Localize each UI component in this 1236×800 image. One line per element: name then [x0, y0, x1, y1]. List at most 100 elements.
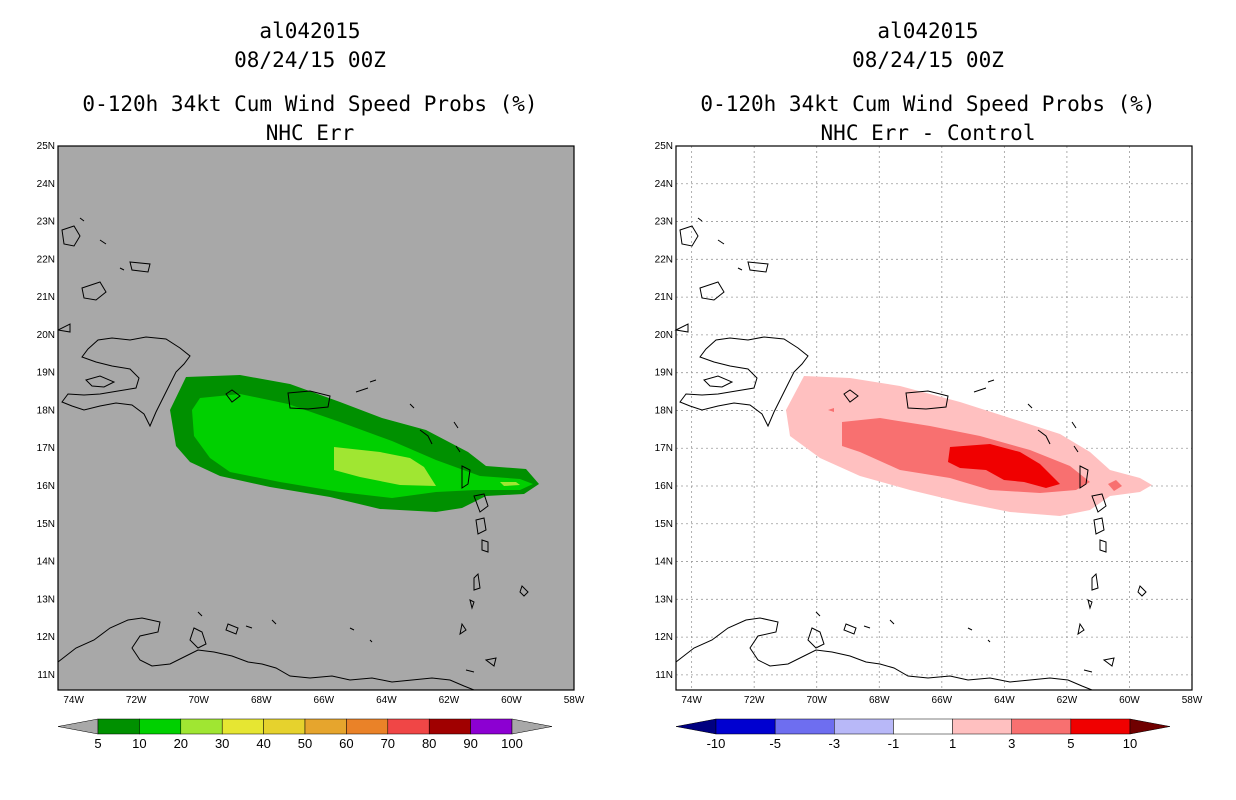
colorbar-swatch	[263, 718, 306, 735]
contour-20pct-east	[500, 482, 520, 486]
colorbar-label: 3	[1008, 736, 1015, 751]
lon-tick-label: 62W	[1057, 695, 1078, 706]
colorbar-label: -5	[769, 736, 781, 751]
colorbar-swatch	[221, 718, 264, 735]
colorbar-swatch	[715, 718, 776, 735]
lat-tick-label: 23N	[655, 217, 673, 228]
lat-tick-label: 11N	[37, 670, 55, 681]
colorbar-swatch	[470, 718, 513, 735]
lon-tick-label: 66W	[314, 695, 335, 706]
colorbar-label: 60	[339, 736, 353, 751]
lat-tick-label: 24N	[655, 179, 673, 190]
lat-tick-label: 19N	[655, 368, 673, 379]
lat-tick-label: 13N	[37, 594, 55, 605]
colorbar-swatch	[139, 718, 182, 735]
right-storm-id: al042015	[877, 19, 978, 43]
left-panel: al042015 08/24/15 00Z 0-120h 34kt Cum Wi…	[37, 19, 585, 751]
left-subtitle: NHC Err	[266, 121, 355, 145]
colorbar-swatch	[346, 718, 389, 735]
lat-tick-label: 21N	[37, 292, 55, 303]
lat-tick-label: 16N	[655, 481, 673, 492]
colorbar-swatch	[1070, 718, 1131, 735]
lon-tick-label: 62W	[439, 695, 460, 706]
lon-tick-label: 68W	[869, 695, 890, 706]
lat-tick-label: 20N	[37, 330, 55, 341]
lon-tick-label: 64W	[994, 695, 1015, 706]
left-map-frame	[57, 145, 575, 691]
lon-tick-label: 60W	[501, 695, 522, 706]
lon-tick-label: 74W	[63, 695, 84, 706]
lat-tick-label: 14N	[37, 557, 55, 568]
lon-tick-label: 72W	[126, 695, 147, 706]
colorbar-low-triangle	[675, 718, 717, 735]
colorbar-swatch	[180, 718, 223, 735]
lon-tick-label: 64W	[376, 695, 397, 706]
colorbar-label: 80	[422, 736, 436, 751]
lat-tick-label: 18N	[655, 405, 673, 416]
colorbar-swatch	[952, 718, 1012, 735]
lon-tick-label: 58W	[1182, 695, 1203, 706]
diff-3-5-east	[1108, 480, 1122, 491]
lat-tick-label: 22N	[655, 254, 673, 265]
lat-tick-label: 18N	[37, 405, 55, 416]
colorbar-label: 90	[463, 736, 477, 751]
colorbar-label: 5	[94, 736, 101, 751]
lat-tick-label: 24N	[37, 179, 55, 190]
lon-tick-label: 70W	[806, 695, 827, 706]
lat-tick-label: 17N	[655, 443, 673, 454]
colorbar-swatch	[834, 718, 894, 735]
lon-tick-label: 72W	[744, 695, 765, 706]
colorbar-swatch	[428, 718, 471, 735]
colorbar-label: 100	[501, 736, 523, 751]
colorbar-label: 50	[298, 736, 312, 751]
left-colorbar: 5 10 20 30 40 50 60 70 80 90 100	[57, 718, 553, 751]
colorbar-label: -3	[829, 736, 841, 751]
lat-tick-label: 20N	[655, 330, 673, 341]
colorbar-label: -1	[888, 736, 900, 751]
right-difference-field	[786, 376, 1152, 516]
contour-20pct	[334, 447, 436, 486]
lat-tick-label: 23N	[37, 217, 55, 228]
lat-tick-label: 19N	[37, 368, 55, 379]
colorbar-label: 70	[381, 736, 395, 751]
lat-tick-label: 12N	[655, 632, 673, 643]
lat-tick-label: 14N	[655, 557, 673, 568]
lat-tick-label: 25N	[37, 141, 55, 152]
right-axis-ticks: 25N 24N 23N 22N 21N 20N 19N 18N 17N 16N 15N 14N 13N 1…	[655, 141, 1203, 706]
lat-tick-label: 13N	[655, 594, 673, 605]
lat-tick-label: 25N	[655, 141, 673, 152]
right-datetime: 08/24/15 00Z	[852, 48, 1004, 72]
lon-tick-label: 70W	[188, 695, 209, 706]
lat-tick-label: 12N	[37, 632, 55, 643]
left-axis-ticks: 25N 24N 23N 22N 21N 20N 19N 18N 17N 16N 15N 14N 13N 1…	[37, 141, 585, 706]
lat-tick-label: 17N	[37, 443, 55, 454]
lon-tick-label: 68W	[251, 695, 272, 706]
colorbar-label: -10	[707, 736, 726, 751]
colorbar-swatch	[1011, 718, 1072, 735]
colorbar-high-triangle	[1129, 718, 1171, 735]
right-panel: al042015 08/24/15 00Z 0-120h 34kt Cum Wi…	[655, 19, 1203, 751]
contour-10pct	[192, 394, 533, 498]
diff-3-5-small	[828, 408, 834, 412]
left-datetime: 08/24/15 00Z	[234, 48, 386, 72]
colorbar-label: 10	[1123, 736, 1137, 751]
colorbar-label: 20	[174, 736, 188, 751]
colorbar-swatch	[893, 718, 953, 735]
lon-tick-label: 60W	[1119, 695, 1140, 706]
colorbar-swatch	[97, 718, 140, 735]
lat-tick-label: 11N	[655, 670, 673, 681]
left-probability-field	[170, 375, 539, 512]
colorbar-swatch	[387, 718, 430, 735]
left-storm-id: al042015	[259, 19, 360, 43]
lon-tick-label: 66W	[932, 695, 953, 706]
colorbar-label: 40	[256, 736, 270, 751]
lat-tick-label: 22N	[37, 254, 55, 265]
right-subtitle: NHC Err - Control	[821, 121, 1036, 145]
lat-tick-label: 15N	[655, 519, 673, 530]
lon-tick-label: 58W	[564, 695, 585, 706]
right-colorbar: -10 -5 -3 -1 1 3 5 10	[675, 718, 1171, 751]
colorbar-swatch	[774, 718, 835, 735]
diff-5-10	[948, 444, 1060, 488]
right-map-frame	[675, 145, 1193, 691]
